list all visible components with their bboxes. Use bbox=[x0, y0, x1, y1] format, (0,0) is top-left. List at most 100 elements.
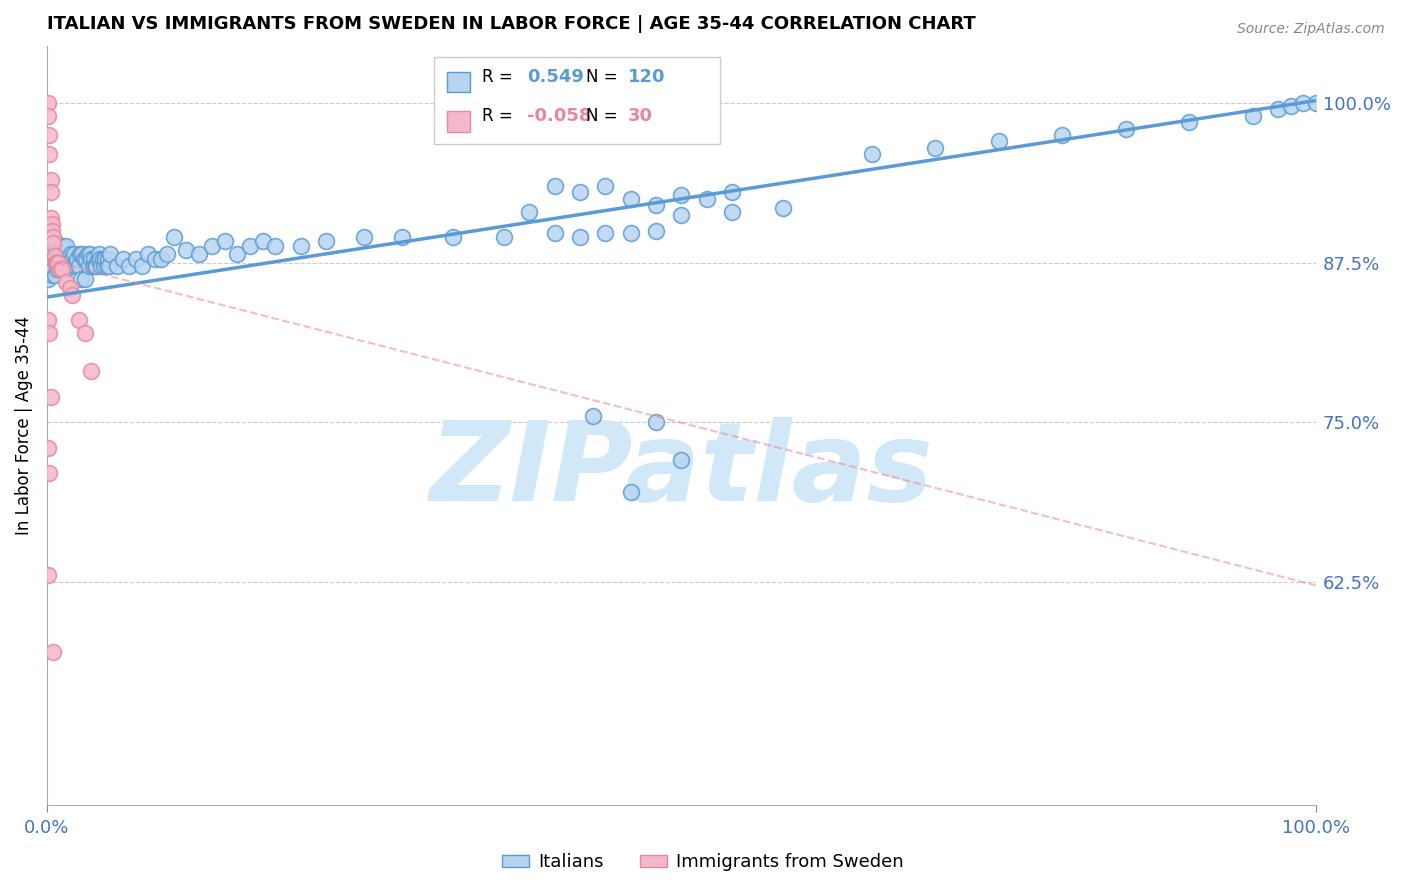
Point bbox=[38, 326, 60, 340]
Point bbox=[46, 255, 69, 269]
Point bbox=[56, 260, 79, 274]
Point bbox=[860, 147, 883, 161]
Point bbox=[620, 192, 643, 206]
Point bbox=[48, 243, 70, 257]
Point bbox=[46, 243, 69, 257]
Point bbox=[90, 260, 112, 274]
Point bbox=[60, 252, 83, 266]
Point bbox=[252, 234, 274, 248]
Point bbox=[46, 255, 69, 269]
Point bbox=[63, 255, 86, 269]
Point bbox=[37, 272, 59, 286]
Point bbox=[1305, 96, 1327, 111]
Point bbox=[226, 246, 249, 260]
Point bbox=[58, 252, 80, 266]
Point bbox=[41, 224, 63, 238]
Point bbox=[39, 211, 62, 225]
Point bbox=[138, 246, 160, 260]
Y-axis label: In Labor Force | Age 35-44: In Labor Force | Age 35-44 bbox=[15, 316, 32, 535]
Point bbox=[42, 236, 65, 251]
Point bbox=[645, 415, 668, 429]
Text: Source: ZipAtlas.com: Source: ZipAtlas.com bbox=[1237, 22, 1385, 37]
Point bbox=[37, 441, 59, 455]
Point bbox=[96, 260, 118, 274]
Point bbox=[70, 272, 93, 286]
Point bbox=[62, 246, 84, 260]
Point bbox=[671, 208, 693, 222]
Point bbox=[66, 252, 89, 266]
Point bbox=[620, 485, 643, 500]
Point bbox=[53, 252, 76, 266]
Point bbox=[48, 255, 70, 269]
Point bbox=[42, 645, 65, 659]
Point bbox=[37, 109, 59, 123]
Point bbox=[38, 255, 60, 269]
Point bbox=[67, 260, 90, 274]
Point bbox=[86, 260, 108, 274]
Point bbox=[492, 230, 515, 244]
Point bbox=[56, 252, 79, 266]
Point bbox=[645, 224, 668, 238]
Point bbox=[188, 246, 211, 260]
Point bbox=[55, 239, 77, 253]
Point bbox=[37, 96, 59, 111]
Text: ZIPatlas: ZIPatlas bbox=[430, 417, 934, 524]
Point bbox=[41, 268, 63, 283]
Text: N =: N = bbox=[586, 107, 623, 126]
Point bbox=[51, 260, 73, 274]
Point bbox=[80, 364, 103, 378]
Point bbox=[41, 217, 63, 231]
Point bbox=[41, 260, 63, 274]
Point bbox=[55, 275, 77, 289]
Point bbox=[156, 246, 179, 260]
Point bbox=[290, 239, 312, 253]
Point bbox=[772, 201, 794, 215]
Point bbox=[150, 252, 173, 266]
Point bbox=[49, 260, 72, 274]
Point bbox=[80, 252, 103, 266]
Point bbox=[582, 409, 605, 423]
Point bbox=[163, 230, 186, 244]
Point bbox=[39, 390, 62, 404]
Point bbox=[721, 204, 744, 219]
Point bbox=[517, 204, 540, 219]
Legend: Italians, Immigrants from Sweden: Italians, Immigrants from Sweden bbox=[495, 847, 911, 879]
Point bbox=[1178, 115, 1201, 129]
Point bbox=[37, 313, 59, 327]
Point bbox=[59, 281, 82, 295]
Point bbox=[39, 172, 62, 186]
Text: 0.549: 0.549 bbox=[527, 68, 583, 87]
Point bbox=[51, 262, 73, 277]
Point bbox=[45, 255, 67, 269]
Point bbox=[353, 230, 375, 244]
Point bbox=[620, 227, 643, 241]
Point bbox=[91, 252, 114, 266]
Text: 120: 120 bbox=[628, 68, 665, 87]
Point bbox=[1279, 98, 1302, 112]
Point bbox=[143, 252, 166, 266]
Point bbox=[44, 249, 66, 263]
Text: ITALIAN VS IMMIGRANTS FROM SWEDEN IN LABOR FORCE | AGE 35-44 CORRELATION CHART: ITALIAN VS IMMIGRANTS FROM SWEDEN IN LAB… bbox=[46, 15, 976, 33]
Point bbox=[98, 246, 121, 260]
Point bbox=[315, 234, 337, 248]
Point bbox=[44, 268, 66, 283]
Point bbox=[131, 260, 153, 274]
Point bbox=[125, 252, 148, 266]
Point bbox=[105, 260, 128, 274]
Point bbox=[1267, 103, 1289, 117]
Point bbox=[67, 313, 90, 327]
Point bbox=[60, 246, 83, 260]
Point bbox=[73, 326, 96, 340]
Point bbox=[543, 227, 565, 241]
Point bbox=[84, 260, 107, 274]
Point bbox=[93, 260, 115, 274]
Point bbox=[48, 262, 70, 277]
Point bbox=[696, 192, 718, 206]
Point bbox=[51, 255, 73, 269]
Point bbox=[98, 260, 121, 274]
Text: -0.058: -0.058 bbox=[527, 107, 591, 126]
Point bbox=[55, 262, 77, 277]
Point bbox=[44, 249, 66, 263]
Text: N =: N = bbox=[586, 68, 623, 87]
Point bbox=[38, 147, 60, 161]
